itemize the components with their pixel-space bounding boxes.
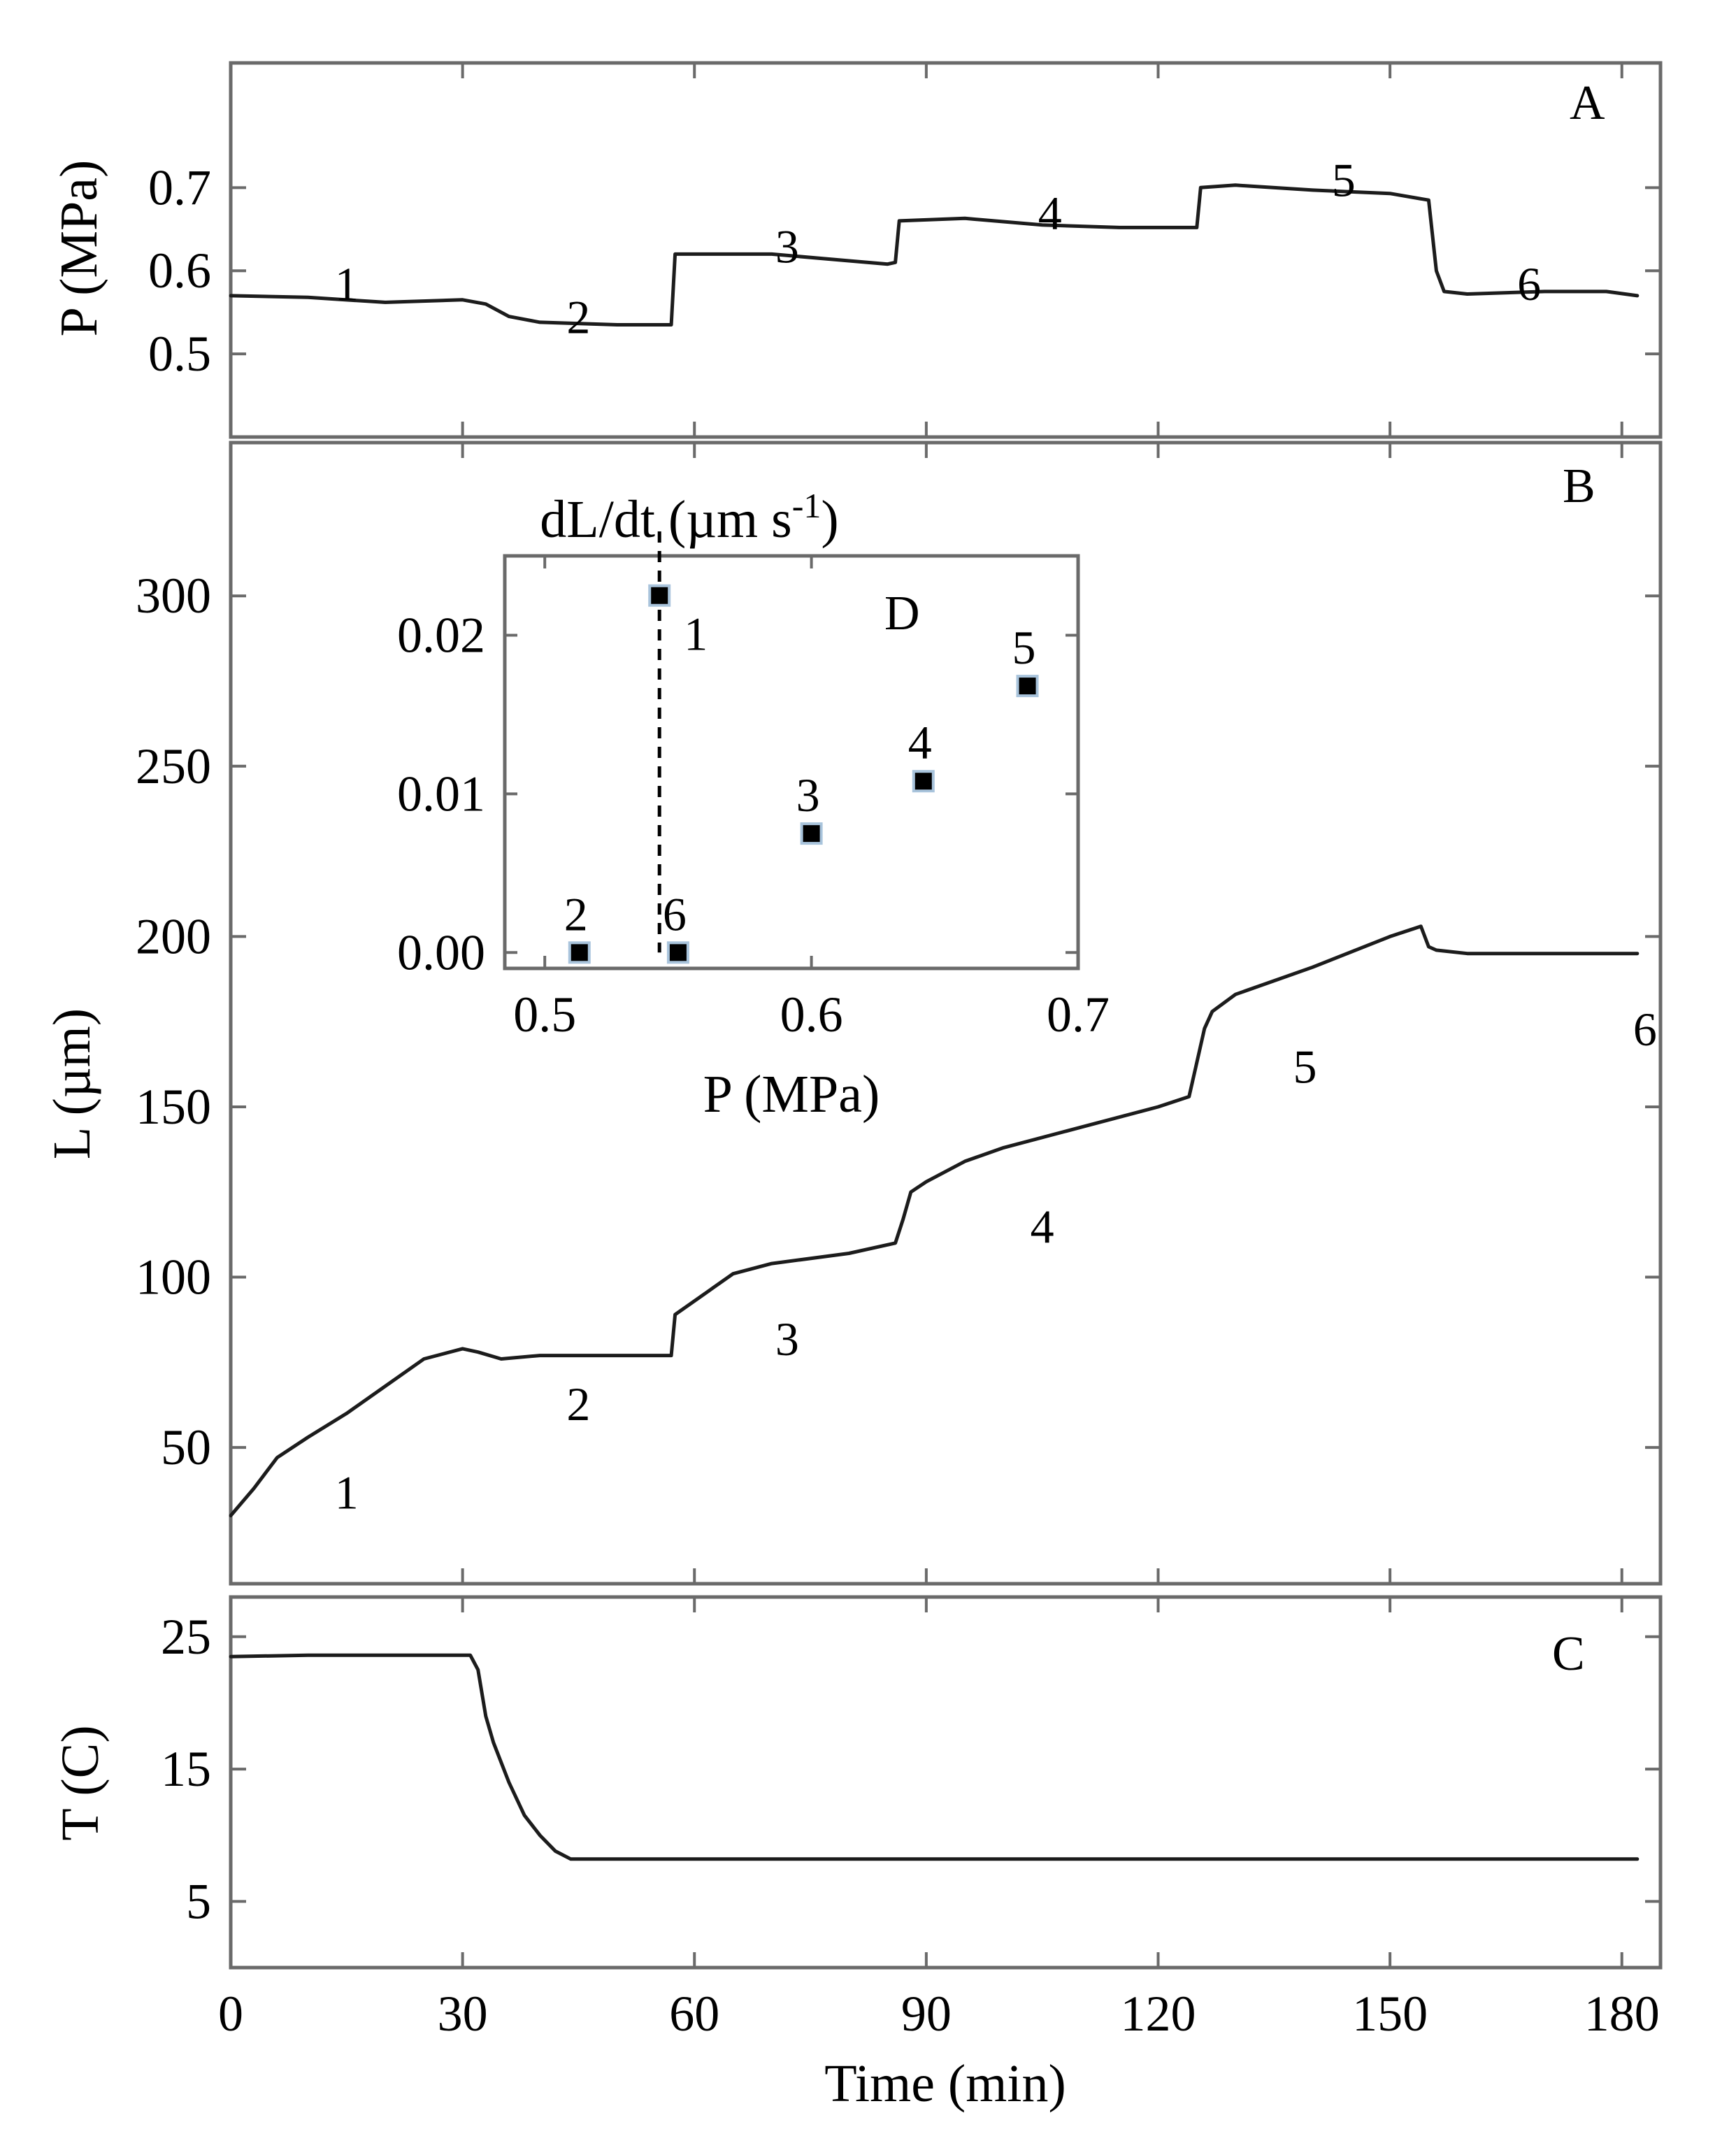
panel-b-ytick-label: 100 (136, 1249, 211, 1305)
panel-a-frame (229, 61, 1663, 439)
panel-a-segment-label: 6 (1517, 257, 1541, 310)
panel-b-segment-label: 4 (1031, 1200, 1054, 1253)
panel-c-ylabel: T (C) (51, 1725, 110, 1840)
panel-b-length-line (229, 924, 1640, 1518)
inset-d-xtick-label: 0.5 (513, 987, 576, 1043)
inset-d-point (666, 941, 689, 964)
panel-b-segment-label: 5 (1293, 1040, 1317, 1094)
panel-a-segment-label: 1 (335, 257, 359, 310)
inset-d-point-label: 4 (908, 716, 932, 769)
panel-a-letter: A (1570, 76, 1605, 130)
panel-c-frame (229, 1595, 1663, 1970)
panel-c-xtick-label: 150 (1352, 1986, 1428, 2042)
panel-a-segment-label: 3 (775, 220, 799, 273)
panel-a-segment-label: 4 (1038, 187, 1062, 240)
inset-d-xtick-labels: 0.5 0.6 0.7 (513, 987, 1110, 1043)
panel-b-ytick-labels: 50 100 150 200 250 300 (136, 568, 211, 1475)
inset-d-point (1016, 675, 1039, 698)
panel-c-xtick-label: 180 (1584, 1986, 1660, 2042)
panel-b-segment-label: 2 (566, 1377, 590, 1431)
inset-d-frame (503, 554, 1080, 971)
inset-d-point (648, 584, 671, 607)
panel-b-segment-labels: 1 2 3 4 5 6 (335, 1003, 1657, 1519)
inset-d-ytick-labels: 0.00 0.01 0.02 (397, 607, 485, 980)
panel-c-xtick-label: 60 (669, 1986, 719, 2042)
panel-a-pressure-line (229, 183, 1640, 327)
panel-c-letter: C (1552, 1627, 1585, 1681)
panel-a-segment-label: 5 (1332, 153, 1356, 206)
inset-d-xtick-label: 0.6 (780, 987, 843, 1043)
panel-b-ytick-label: 50 (161, 1419, 211, 1475)
panel-b-segment-label: 1 (335, 1466, 359, 1519)
inset-d: 0.00 0.01 0.02 0.5 0.6 0.7 1 2 6 3 4 5 D dL/dt (µ… (397, 486, 1110, 1124)
panel-b-ylabel: L (µm) (43, 1008, 101, 1159)
panel-b-ytick-label: 200 (136, 908, 211, 964)
inset-d-ylabel: dL/dt (µm s-1) (540, 486, 838, 549)
inset-d-ticks (505, 556, 1079, 968)
panel-a-ytick-labels: 0.5 0.6 0.7 (148, 159, 211, 382)
panel-b-ytick-label: 300 (136, 568, 211, 624)
panel-b-ticks (231, 443, 1660, 1584)
panel-b-letter: B (1563, 459, 1595, 513)
inset-d-xlabel: P (MPa) (703, 1065, 880, 1124)
inset-d-points: 1 2 6 3 4 5 (564, 584, 1039, 964)
inset-d-xtick-label: 0.7 (1047, 987, 1110, 1043)
panel-c-ytick-label: 15 (161, 1741, 211, 1797)
inset-d-ytick-label: 0.00 (397, 924, 485, 980)
panel-c-ytick-label: 5 (186, 1873, 211, 1929)
panel-a-ytick-label: 0.6 (148, 243, 211, 299)
panel-c-ytick-labels: 5 15 25 (161, 1609, 211, 1930)
inset-d-point (800, 822, 823, 845)
panel-a-segment-label: 2 (566, 291, 590, 344)
panel-c-xtick-label: 30 (438, 1986, 488, 2042)
panel-a-ytick-label: 0.5 (148, 326, 211, 382)
inset-d-letter: D (884, 587, 920, 640)
panel-c-xtick-label: 90 (901, 1986, 952, 2042)
inset-d-point-label: 5 (1012, 621, 1036, 674)
panel-b-ytick-label: 150 (136, 1079, 211, 1135)
panel-a-ytick-label: 0.7 (148, 159, 211, 215)
inset-d-ytick-label: 0.01 (397, 766, 485, 822)
inset-d-ytick-label: 0.02 (397, 607, 485, 663)
panel-c-ticks (229, 1597, 1660, 1968)
panel-b-frame (229, 441, 1663, 1586)
panel-b: 50 100 150 200 250 300 1 2 3 4 5 6 B L (µm) (43, 441, 1663, 1586)
panel-c-xtick-label: 0 (218, 1986, 243, 2042)
inset-d-point-label: 3 (796, 768, 820, 822)
panel-a-ticks (231, 63, 1660, 437)
panel-c: 5 15 25 0 30 60 90 120 150 180 C T (C) Time (min… (51, 1595, 1663, 2113)
panel-a-ylabel: P (MPa) (50, 160, 108, 337)
inset-d-point (568, 941, 591, 964)
panel-a: 0.5 0.6 0.7 1 2 3 4 5 6 A P (MPa) (50, 61, 1663, 439)
panel-a-segment-labels: 1 2 3 4 5 6 (335, 153, 1541, 343)
inset-d-point (912, 770, 935, 793)
panel-b-ytick-label: 250 (136, 738, 211, 794)
panel-b-segment-label: 3 (775, 1312, 799, 1366)
inset-d-point-label: 1 (684, 608, 708, 661)
panel-c-xtick-labels: 0 30 60 90 120 150 180 (218, 1986, 1660, 2042)
panel-c-xlabel: Time (min) (824, 2054, 1066, 2113)
panel-c-xtick-label: 120 (1120, 1986, 1196, 2042)
panel-c-temperature-line (229, 1653, 1640, 1861)
inset-d-point-label: 6 (663, 887, 687, 940)
panel-c-ytick-label: 25 (161, 1609, 211, 1665)
inset-d-point-label: 2 (564, 887, 588, 940)
panel-b-segment-label: 6 (1633, 1003, 1657, 1056)
